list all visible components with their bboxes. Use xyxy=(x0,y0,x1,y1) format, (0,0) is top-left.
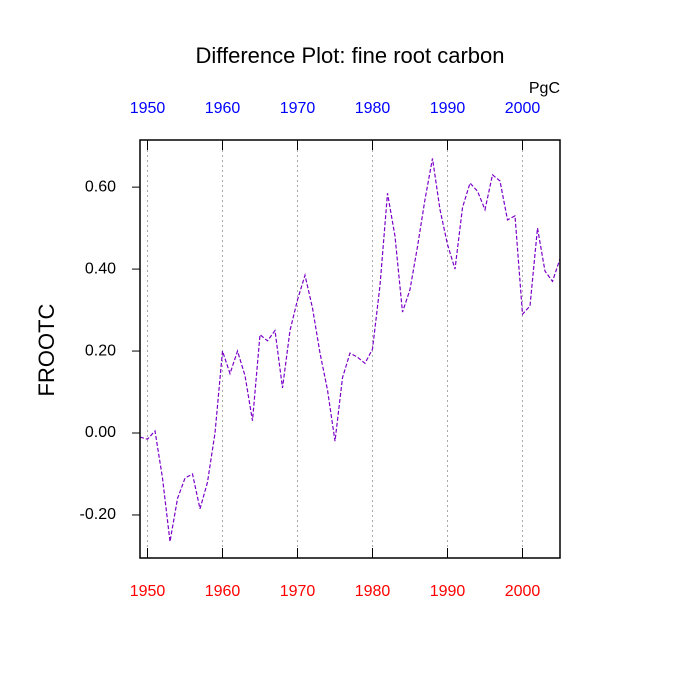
y-tick-label: -0.20 xyxy=(80,506,117,523)
x-tick-label: 2000 xyxy=(505,583,541,600)
y-tick-label: 0.40 xyxy=(85,260,116,277)
x-tick-label: 1980 xyxy=(355,583,391,600)
y-tick-label: 0.20 xyxy=(85,342,116,359)
x-tick-label-top: 2000 xyxy=(505,100,541,117)
units-label: PgC xyxy=(529,80,560,97)
y-tick-label: 0.00 xyxy=(85,424,116,441)
x-tick-label: 1950 xyxy=(130,583,166,600)
y-tick-label: 0.60 xyxy=(85,178,116,195)
chart-title: Difference Plot: fine root carbon xyxy=(196,43,505,68)
x-tick-label-top: 1980 xyxy=(355,100,391,117)
x-tick-label: 1990 xyxy=(430,583,466,600)
x-tick-label: 1970 xyxy=(280,583,316,600)
x-tick-label: 1960 xyxy=(205,583,241,600)
plot-frame xyxy=(139,139,561,559)
series-line xyxy=(139,158,561,542)
y-axis-label: FROOTC xyxy=(34,303,59,396)
x-tick-label-top: 1990 xyxy=(430,100,466,117)
x-tick-label-top: 1960 xyxy=(205,100,241,117)
x-tick-label-top: 1950 xyxy=(130,100,166,117)
x-tick-label-top: 1970 xyxy=(280,100,316,117)
